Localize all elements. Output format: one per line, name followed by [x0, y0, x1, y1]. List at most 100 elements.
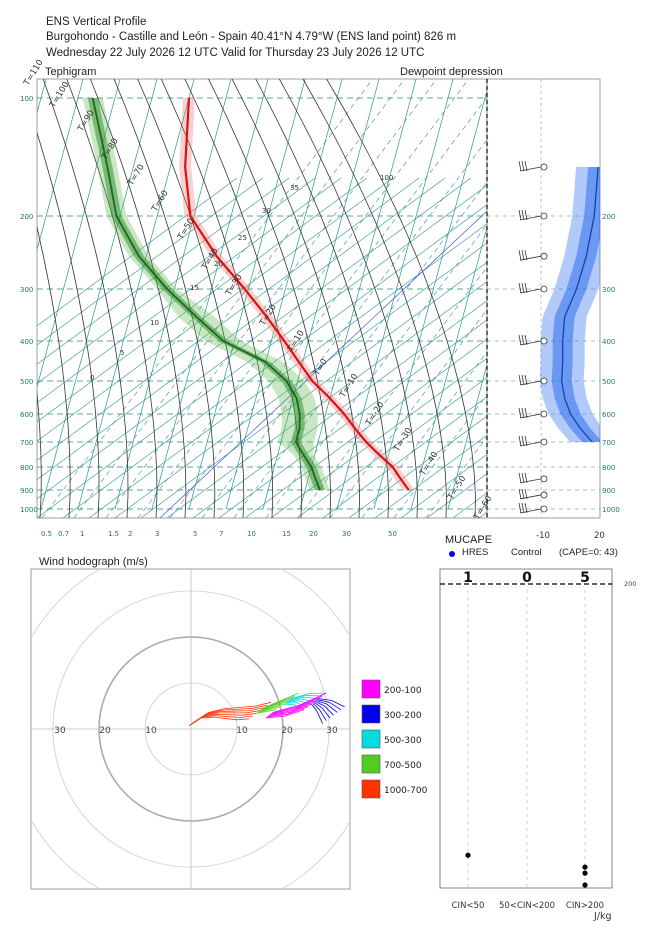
dewpoint-profile-line [91, 97, 321, 491]
moist-adiabat-line [326, 79, 476, 518]
wind-barb-feather [518, 435, 522, 447]
hodograph-member-300-200 [318, 698, 345, 708]
mucape-member-point [582, 870, 588, 876]
isotherm-line [37, 79, 84, 252]
pressure-tick-300: 300 [20, 286, 33, 294]
mixing-ratio-tick: 20 [309, 530, 318, 538]
wind-barb-feather [518, 209, 522, 221]
hodograph-legend-swatch [361, 704, 381, 724]
wind-barb-feather [518, 374, 522, 386]
dd-pressure-tick-800: 800 [602, 464, 615, 472]
hres-legend-label: HRES [462, 547, 489, 558]
dd-median-line [561, 166, 599, 443]
dd-pressure-tick-200: 200 [602, 213, 615, 221]
hodograph-ring-label: 30 [326, 726, 338, 736]
dry-adiabat-line [400, 454, 487, 518]
wind-barb-feather [521, 502, 525, 514]
dry-adiabat-line [37, 177, 420, 461]
mixing-ratio-tick: 10 [247, 530, 256, 538]
isotherm-label: T=-40 [418, 450, 441, 478]
dry-adiabat-line [166, 281, 487, 518]
hodograph-member-300-200 [315, 701, 334, 716]
hodograph-member-1000-700 [188, 716, 249, 727]
hodograph-member-700-500 [256, 709, 277, 714]
wind-barb-feather [524, 250, 528, 261]
mixing-ratio-tick: 7 [219, 530, 223, 538]
dry-adiabat-line [37, 177, 342, 404]
dry-adiabat-line [37, 177, 446, 480]
dd-outer-band [539, 167, 600, 442]
wind-barb-feather [524, 209, 528, 221]
dry-adiabat-line [635, 178, 650, 518]
dry-adiabat-line [270, 357, 487, 518]
dry-adiabat-line [140, 261, 487, 518]
control-legend-label: Control [511, 547, 542, 558]
wind-barb [540, 377, 548, 385]
mixing-ratio-tick: 30 [342, 530, 351, 538]
mixing-ratio-line [297, 266, 487, 518]
hodograph-ring-label: 10 [236, 726, 248, 736]
dry-adiabat-line [114, 242, 487, 518]
isotherm-label: T=100 [48, 80, 72, 110]
wind-barb-feather [518, 250, 522, 261]
isotherm-line [262, 79, 380, 510]
moist-adiabat-line [37, 389, 42, 518]
wind-barb [540, 438, 548, 446]
hodograph-member-1000-700 [189, 715, 253, 726]
isotherm-label: T=60 [150, 189, 171, 215]
wind-barb-feather [521, 374, 525, 386]
hodograph-member-500-300 [291, 692, 327, 700]
moist-adiabat-line [231, 79, 361, 518]
mixing-ratio-tick: 15 [282, 530, 291, 538]
dry-adiabat-line [88, 223, 487, 518]
dd-pressure-tick-700: 700 [602, 439, 615, 447]
theta-label: 10 [150, 319, 159, 327]
wind-barb [540, 285, 548, 293]
dry-adiabat-line [37, 185, 487, 518]
dry-adiabat-line [322, 396, 487, 518]
dd-pressure-tick-500: 500 [602, 378, 615, 386]
wind-barb-feather [524, 407, 528, 419]
dewpoint-depression-labels: 200 300 400 500 600 700 800 900 1000 -10 20 [536, 213, 620, 541]
hodograph-ring-label: 30 [54, 726, 66, 736]
dry-adiabat-line [192, 300, 487, 518]
mixing-ratio-tick: 1.5 [108, 530, 119, 538]
theta-label: 25 [238, 234, 247, 242]
mucape-category-label: CIN>200 [566, 901, 604, 911]
pressure-tick-1000: 1000 [20, 506, 38, 514]
wind-barb [540, 212, 548, 220]
hodograph-legend-label: 700-500 [384, 761, 422, 771]
theta-label: 15 [190, 284, 199, 292]
hodograph-member-300-200 [311, 703, 323, 724]
hodograph-member-200-100 [272, 692, 327, 713]
mixing-ratio-line [393, 394, 487, 518]
isotherm-label: T=0 [312, 357, 330, 378]
hodograph-member-200-100 [267, 703, 312, 717]
isotherm-line [410, 226, 487, 510]
dd-pressure-tick-900: 900 [602, 487, 615, 495]
wind-barb-feather [518, 334, 522, 346]
theta-label: 0 [90, 374, 94, 382]
hodograph-member-300-200 [312, 702, 327, 721]
pressure-tick-500: 500 [20, 378, 33, 386]
isotherm-line [336, 79, 454, 510]
reference-diagonal-line [159, 210, 487, 518]
wind-barb-feather [518, 407, 522, 419]
hodograph-member-700-500 [258, 703, 285, 712]
wind-barb-feather [518, 282, 522, 294]
hodograph-member-200-100 [265, 709, 305, 719]
theta-label: 35 [290, 184, 299, 192]
mucape-count: 1 [463, 570, 473, 586]
hres-marker [449, 551, 455, 557]
pressure-tick-700: 700 [20, 439, 33, 447]
validity-subtitle: Wednesday 22 July 2026 12 UTC Valid for … [46, 47, 425, 59]
location-subtitle: Burgohondo - Castille and León - Spain 4… [46, 31, 457, 43]
isotherm-line [0, 11, 27, 509]
hodograph-ring-label: 20 [99, 726, 111, 736]
wind-barb-feather [521, 250, 525, 261]
hodograph-member-1000-700 [192, 701, 272, 724]
theta-label: 100 [380, 174, 393, 182]
moist-adiabat-line [255, 79, 389, 518]
dewpoint-depression-plot [487, 79, 600, 518]
